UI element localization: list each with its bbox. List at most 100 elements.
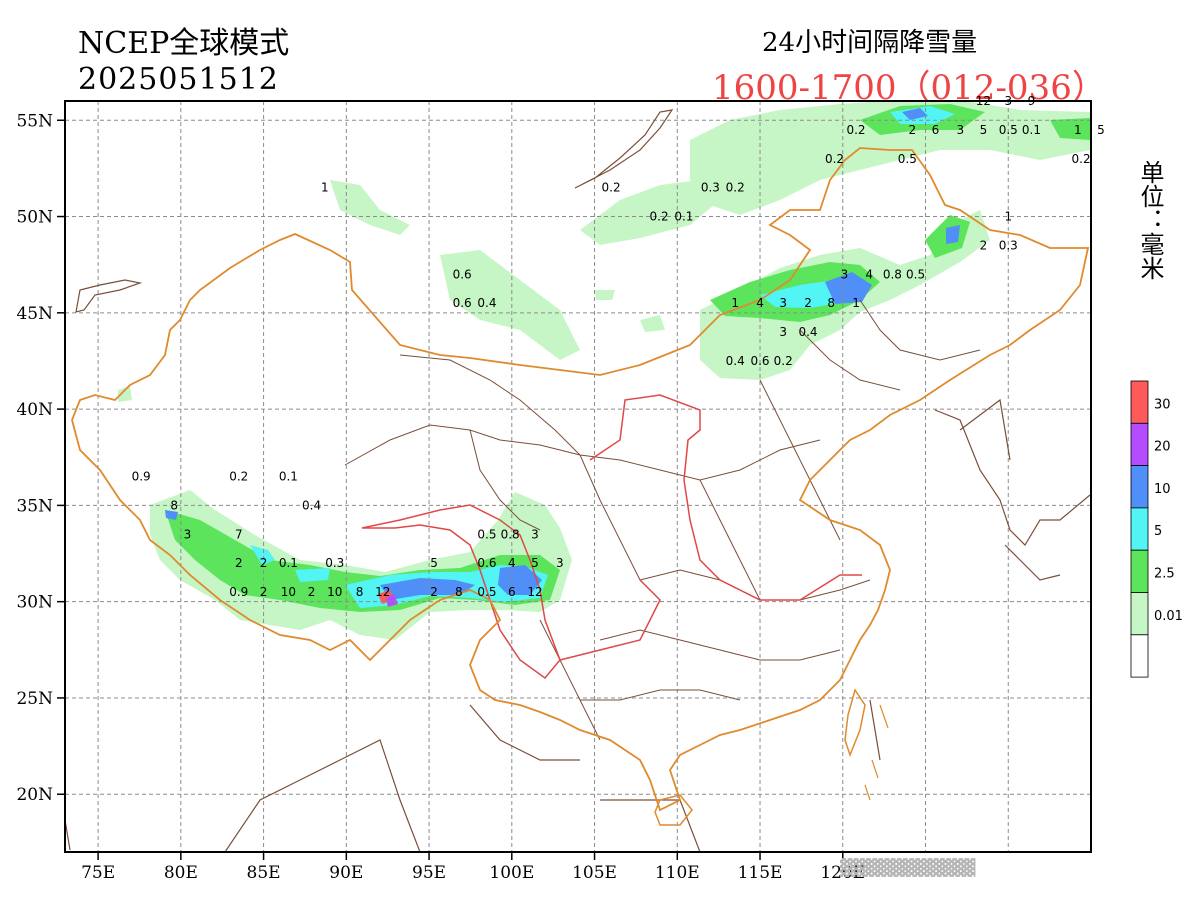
- run-time: 2025051512: [78, 62, 279, 97]
- lon-tick-label: 100E: [489, 863, 534, 883]
- snow-value-label: 2: [308, 585, 316, 599]
- legend-level-label: 20: [1154, 440, 1171, 455]
- lon-tick-label: 75E: [81, 863, 115, 883]
- snow-value-label: 0.5: [898, 152, 917, 166]
- coastline-islands: [864, 704, 889, 801]
- map-borders: [65, 109, 1091, 852]
- lat-tick-label: 20N: [16, 785, 53, 805]
- snow-value-label: 3: [1004, 94, 1012, 108]
- highlight-border: [361, 394, 862, 680]
- coastline-caspian: [75, 279, 143, 313]
- lon-tick-label: 80E: [164, 863, 198, 883]
- snow-value-label: 2: [235, 556, 243, 570]
- lat-tick-label: 30N: [16, 593, 53, 613]
- snow-value-label: 0.2: [846, 123, 865, 137]
- snow-value-label: 1: [852, 296, 860, 310]
- map-background: [65, 101, 1091, 852]
- snow-value-label: 0.4: [726, 354, 745, 368]
- model-title: NCEP全球模式: [78, 26, 290, 61]
- coastline-taiwan: [844, 688, 866, 758]
- snow-value-label: 0.1: [279, 556, 298, 570]
- snow-value-label: 1: [1004, 210, 1012, 224]
- snow-area-very-heavy: [825, 225, 960, 304]
- snow-value-label: 2: [804, 296, 812, 310]
- snow-value-label: 0.6: [750, 354, 769, 368]
- lon-tick-label: 85E: [247, 863, 281, 883]
- snow-value-label: 3: [184, 527, 192, 541]
- snow-value-label: 6: [932, 123, 940, 137]
- snow-value-label: 0.2: [1072, 152, 1091, 166]
- map-frame: [64, 100, 1092, 853]
- legend-swatch: [1130, 592, 1149, 636]
- snow-value-label: 4: [508, 556, 516, 570]
- snow-area-light: [440, 250, 580, 360]
- legend-level-label: 5: [1154, 524, 1162, 539]
- axis-labels: 75E 80E 85E 90E 95E 100E 105E 110E 115E 120E55N50…: [16, 111, 865, 883]
- snow-area-light: [690, 101, 1090, 215]
- legend-swatch: [1130, 465, 1149, 509]
- snow-value-label: 0.5: [477, 585, 496, 599]
- snowfall-shading: [118, 101, 1090, 640]
- snow-value-label: 0.1: [674, 210, 693, 224]
- watermark: ▓▓▓▓▓▓▓▓▓▓▓: [840, 858, 976, 877]
- legend-swatch: [1130, 422, 1149, 466]
- snow-value-label: 3: [841, 267, 849, 281]
- snow-area-light: [580, 180, 720, 245]
- snow-value-label: 0.4: [302, 498, 321, 512]
- snow-area-light: [330, 180, 410, 235]
- snow-value-label: 0.9: [229, 585, 248, 599]
- snow-value-label: 3: [956, 123, 964, 137]
- legend-level-label: 10: [1154, 482, 1171, 497]
- snow-value-label: 3: [556, 556, 564, 570]
- snow-value-label: 12: [976, 94, 991, 108]
- legend-swatch: [1130, 380, 1149, 424]
- snow-value-label: 12: [375, 585, 390, 599]
- snow-value-label: 7: [235, 527, 243, 541]
- snow-value-label: 0.8: [501, 527, 520, 541]
- snow-area-very-heavy: [165, 510, 542, 600]
- snow-value-label: 3: [531, 527, 539, 541]
- lat-tick-label: 55N: [16, 111, 53, 131]
- snow-value-label: 0.1: [279, 470, 298, 484]
- snow-value-label: 0.1: [1022, 123, 1041, 137]
- snow-value-label: 0.6: [453, 267, 472, 281]
- snow-value-label: 0.6: [477, 556, 496, 570]
- snow-value-label: 0.3: [999, 238, 1018, 252]
- lon-tick-label: 90E: [329, 863, 363, 883]
- lat-tick-label: 35N: [16, 496, 53, 516]
- snow-value-label: 2: [260, 556, 268, 570]
- snow-value-label: 4: [865, 267, 873, 281]
- coastline-hainan: [654, 794, 693, 826]
- snow-value-label: 2: [430, 585, 438, 599]
- snow-value-label: 0.5: [477, 527, 496, 541]
- lon-tick-label: 110E: [655, 863, 700, 883]
- snow-value-label: 0.4: [477, 296, 496, 310]
- legend-swatch: [1130, 549, 1149, 593]
- snow-value-label: 9: [1028, 94, 1036, 108]
- snow-value-label: 0.2: [774, 354, 793, 368]
- lon-tick-label: 115E: [738, 863, 783, 883]
- snow-value-label: 8: [827, 296, 835, 310]
- snow-value-label: 0.3: [701, 181, 720, 195]
- snow-value-label: 5: [980, 123, 988, 137]
- snow-value-label: 0.6: [453, 296, 472, 310]
- snow-value-label: 0.3: [325, 556, 344, 570]
- coastline-russia: [574, 109, 674, 189]
- snow-value-label: 0.2: [602, 181, 621, 195]
- product-title: 24小时间隔降雪量: [762, 28, 978, 58]
- snow-value-label: 5: [430, 556, 438, 570]
- snow-value-label: 0.2: [825, 152, 844, 166]
- snow-value-label: 2: [980, 238, 988, 252]
- snow-value-labels: 2 6 3 5 0.5 0.1 1 50.20.2 0.5 0.212 3 91 0.2 0.3 0.20.…: [132, 94, 1105, 599]
- snow-area-light: [118, 386, 132, 402]
- snow-value-label: 2: [260, 585, 268, 599]
- snow-value-label: 6: [508, 585, 516, 599]
- snow-value-label: 0.5: [999, 123, 1018, 137]
- legend-swatch: [1130, 634, 1149, 678]
- border-south-asia: [65, 699, 881, 852]
- snow-value-label: 0.5: [906, 267, 925, 281]
- snow-area-peak: [386, 594, 398, 607]
- legend-level-label: 30: [1154, 397, 1171, 412]
- snow-value-label: 1: [1074, 123, 1082, 137]
- lat-tick-label: 45N: [16, 304, 53, 324]
